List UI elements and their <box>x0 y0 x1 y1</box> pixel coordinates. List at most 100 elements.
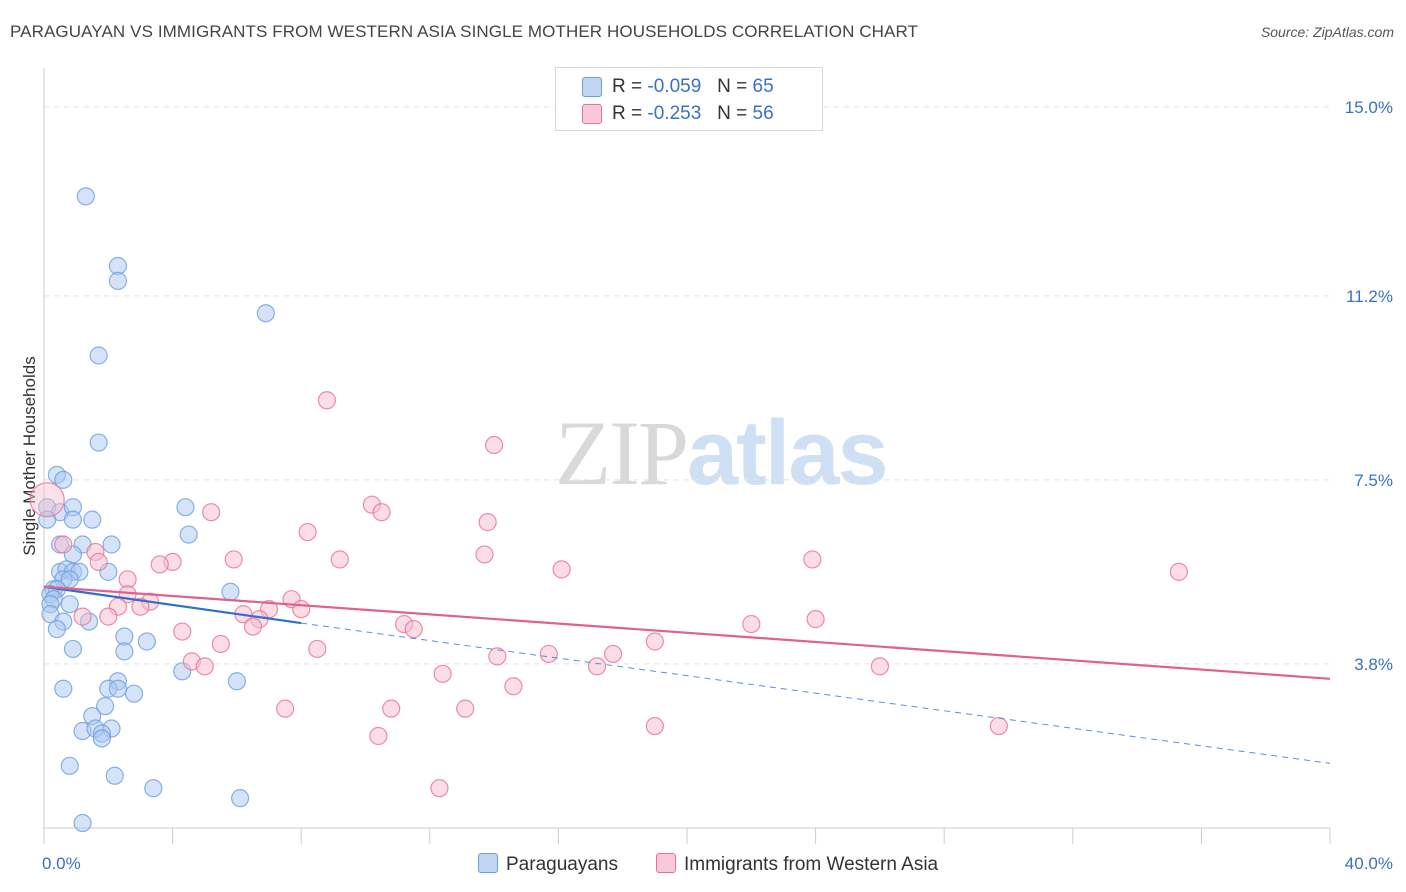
data-point <box>137 632 156 651</box>
legend-r-label: R = <box>612 76 643 97</box>
data-point <box>150 555 169 574</box>
data-point <box>89 346 108 365</box>
bottom-legend-paraguayans: Paraguayans <box>478 853 618 876</box>
chart-source: Source: ZipAtlas.com <box>1260 24 1394 40</box>
data-point <box>95 697 115 716</box>
data-point <box>54 470 73 489</box>
data-point <box>227 672 246 691</box>
data-point <box>179 525 198 544</box>
data-point <box>475 545 494 564</box>
trend-line-solid <box>43 585 302 625</box>
data-point <box>92 729 111 748</box>
data-point <box>430 779 449 798</box>
chart-title: PARAGUAYAN VS IMMIGRANTS FROM WESTERN AS… <box>10 22 919 41</box>
data-point <box>89 433 108 452</box>
data-point <box>202 503 221 522</box>
x-tick-label-max: 40.0% <box>1345 854 1393 873</box>
data-point <box>54 679 73 698</box>
data-point <box>173 622 192 641</box>
data-point <box>29 482 65 518</box>
y-tick-label: 3.8% <box>1354 655 1393 674</box>
x-tick-label-min: 0.0% <box>42 854 81 873</box>
data-point <box>115 642 134 661</box>
data-point <box>38 510 57 529</box>
data-point <box>63 510 83 529</box>
axes <box>43 68 1331 844</box>
y-tick-label: 15.0% <box>1345 98 1393 117</box>
data-point <box>60 756 79 775</box>
data-point <box>176 498 195 517</box>
data-point <box>645 716 664 736</box>
data-point <box>330 550 349 569</box>
series-western-asia-points <box>29 391 1188 798</box>
trend-lines <box>43 585 1331 764</box>
y-tick-label: 7.5% <box>1354 471 1393 490</box>
data-point <box>552 560 571 579</box>
data-point <box>243 617 263 636</box>
bottom-legend-swatch-pink <box>656 853 676 873</box>
legend-n-value: 56 <box>752 103 774 124</box>
bottom-legend-swatch-blue <box>478 853 498 873</box>
data-point <box>603 644 623 664</box>
data-point <box>47 619 66 639</box>
legend-text: R = -0.059 N = 65 <box>612 76 774 98</box>
data-point <box>478 513 497 532</box>
watermark-atlas: atlas <box>687 402 889 504</box>
grid-lines <box>44 106 1330 665</box>
data-point <box>372 503 391 522</box>
data-point <box>803 550 822 569</box>
data-point <box>539 644 558 664</box>
data-point <box>989 716 1008 736</box>
watermark-zip: ZIP <box>555 402 689 504</box>
data-point <box>308 639 327 659</box>
data-point <box>102 535 121 554</box>
data-point <box>1169 562 1188 581</box>
data-point <box>108 271 128 290</box>
data-point <box>870 657 890 676</box>
data-point <box>89 552 108 572</box>
legend-r-label: R = <box>612 103 643 124</box>
data-point <box>645 632 664 651</box>
trend-line-dashed <box>301 622 1331 764</box>
data-point <box>99 607 118 626</box>
data-point <box>131 597 150 616</box>
data-point <box>292 600 311 619</box>
data-point <box>224 550 243 569</box>
legend-text: R = -0.253 N = 56 <box>612 103 774 125</box>
y-tick-label: 11.2% <box>1346 287 1393 306</box>
data-point <box>105 766 124 785</box>
series-paraguayans-points <box>38 187 275 833</box>
data-point <box>587 657 607 676</box>
legend-n-value: 65 <box>752 76 774 97</box>
data-point <box>456 699 475 718</box>
data-point <box>211 634 230 654</box>
data-point <box>73 813 92 833</box>
data-point <box>144 779 163 798</box>
legend-swatch-blue <box>582 77 602 97</box>
data-point <box>742 614 761 634</box>
data-point <box>404 619 423 639</box>
data-point <box>256 304 275 323</box>
legend-swatch-pink <box>582 104 602 124</box>
data-point <box>54 535 73 554</box>
data-point <box>485 435 504 455</box>
data-point <box>276 699 295 718</box>
data-point <box>195 657 214 676</box>
data-point <box>73 607 92 626</box>
data-point <box>369 726 388 746</box>
legend-n-label: N = <box>717 76 748 97</box>
bottom-legend-label: Paraguayans <box>506 854 618 875</box>
data-point <box>488 647 507 666</box>
trend-line-solid <box>43 585 1331 680</box>
data-point <box>108 679 128 698</box>
data-point <box>60 595 79 614</box>
data-point <box>317 391 337 410</box>
tick-labels: 3.8% 7.5% 11.2% 15.0% 0.0% 40.0% <box>42 98 1393 873</box>
data-point <box>221 582 240 601</box>
data-point <box>806 610 825 629</box>
data-point <box>124 684 144 703</box>
legend-n-label: N = <box>717 103 748 124</box>
watermark: ZIPatlas <box>555 400 889 506</box>
correlation-legend: R = -0.059 N = 65 R = -0.253 N = 56 <box>555 67 823 131</box>
